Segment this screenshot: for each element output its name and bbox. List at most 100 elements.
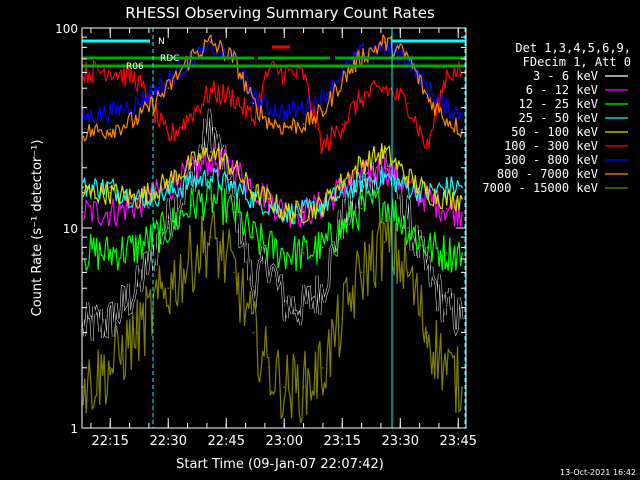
series-7-point-18	[445, 106, 448, 109]
series-5-point-18	[445, 198, 448, 200]
series-6-point-12	[322, 147, 324, 150]
series-5-point-4	[167, 181, 169, 183]
series-1-point-16	[407, 218, 409, 221]
series-6-point-4	[167, 137, 169, 140]
series-3-point-16	[407, 227, 409, 229]
series-7-point-13	[341, 71, 344, 74]
axes-layer: 1 10 100 22:15 22:30 22:45 23:00 23:15 23:30 23:4…	[55, 22, 477, 449]
series-4-point-14	[360, 181, 363, 183]
series-layer	[81, 33, 464, 424]
series-2-point-5	[190, 171, 193, 173]
series-6-point-7	[233, 96, 235, 99]
series-8-point-19	[461, 128, 463, 131]
legend-label-4: 25 - 50 keV	[519, 111, 598, 125]
series-5-point-5	[190, 162, 193, 165]
series-5-point-16	[407, 176, 409, 178]
series-1-point-6	[210, 123, 212, 126]
series-9-point-6	[210, 236, 212, 238]
series-9-point-13	[341, 318, 344, 321]
series-6-point-3	[136, 79, 139, 81]
series-9-point-11	[302, 386, 305, 389]
footer-date: 13-Oct-2021 16:42	[560, 468, 636, 477]
flag-label-3: R06	[126, 62, 144, 72]
series-5-point-9	[268, 198, 270, 200]
flag-label-2: RDC	[160, 54, 179, 64]
series-9-point-12	[322, 367, 324, 369]
legend-label-5: 50 - 100 keV	[511, 125, 598, 139]
series-9-point-9	[268, 367, 270, 369]
series-9-point-5	[190, 258, 193, 260]
y-tick-label-2: 10	[63, 222, 78, 236]
series-1-point-4	[167, 218, 169, 221]
series-5-point-6	[210, 151, 212, 153]
series-3-point-3	[136, 246, 139, 249]
series-1-point-15	[384, 154, 386, 157]
series-3-point-6	[210, 198, 212, 200]
legend-label-2: 6 - 12 keV	[526, 83, 598, 97]
series-4-point-4	[167, 192, 169, 194]
series-6-point-11	[302, 74, 305, 77]
series-4-point-6	[210, 176, 212, 178]
x-axis-label: Start Time (09-Jan-07 22:07:42)	[176, 457, 384, 472]
legend-label-9: 7000 - 15000 keV	[482, 181, 598, 195]
series-line-3	[82, 177, 463, 273]
series-6-point-16	[407, 102, 409, 105]
series-8-point-10	[283, 126, 286, 128]
series-3-point-18	[445, 252, 448, 254]
series-2-point-2	[109, 211, 111, 213]
series-5-point-13	[341, 181, 344, 183]
series-5-point-11	[302, 211, 305, 213]
series-7-point-10	[283, 111, 286, 113]
series-2-point-1	[82, 211, 84, 213]
series-6-point-14	[360, 96, 363, 99]
series-8-point-4	[167, 87, 169, 89]
series-6-point-15	[384, 87, 386, 89]
legend-label-7: 300 - 800 keV	[504, 153, 598, 167]
series-9-point-10	[283, 386, 286, 389]
series-7-point-6	[210, 46, 212, 49]
series-9-point-19	[461, 386, 463, 389]
x-tick-label-1: 22:15	[91, 434, 128, 449]
series-1-point-8	[252, 287, 255, 290]
series-8-point-11	[302, 123, 305, 126]
series-5-point-8	[252, 192, 255, 194]
x-tick-label-5: 23:15	[324, 434, 361, 449]
series-1-point-14	[360, 192, 363, 194]
series-9-point-2	[109, 367, 111, 369]
series-3-point-4	[167, 227, 169, 229]
series-1-point-7	[233, 198, 235, 200]
series-8-point-8	[252, 102, 255, 105]
series-6-point-17	[426, 147, 429, 150]
legend-label-1: 3 - 6 keV	[533, 69, 598, 83]
series-3-point-11	[302, 252, 305, 254]
y-axis-label: Count Rate (s⁻¹ detector⁻¹)	[30, 140, 45, 317]
series-7-point-15	[384, 46, 386, 49]
series-6-point-2	[109, 68, 111, 71]
series-4-point-18	[445, 186, 448, 188]
series-9-point-7	[233, 271, 235, 274]
series-line-8	[82, 33, 463, 143]
series-4-point-7	[233, 186, 235, 188]
series-4-point-13	[341, 192, 344, 194]
series-8-point-9	[268, 120, 270, 123]
series-7-point-1	[82, 115, 84, 118]
series-5-point-15	[384, 151, 386, 153]
series-3-point-14	[360, 207, 363, 210]
series-8-point-6	[210, 41, 212, 43]
series-4-point-5	[190, 181, 193, 183]
series-9-point-4	[167, 287, 169, 290]
series-line-2	[82, 144, 463, 228]
series-9-point-3	[136, 331, 139, 334]
series-7-point-3	[136, 102, 139, 105]
flag-label-1: N	[158, 37, 165, 47]
series-2-point-19	[461, 211, 463, 213]
series-1-point-17	[426, 271, 429, 274]
series-6-point-9	[268, 68, 270, 71]
series-6-point-10	[283, 71, 286, 74]
series-7-point-14	[360, 52, 363, 54]
series-8-point-2	[109, 128, 111, 131]
x-tick-label-2: 22:30	[150, 434, 187, 449]
series-6-point-6	[210, 91, 212, 93]
series-6-point-13	[341, 123, 344, 126]
